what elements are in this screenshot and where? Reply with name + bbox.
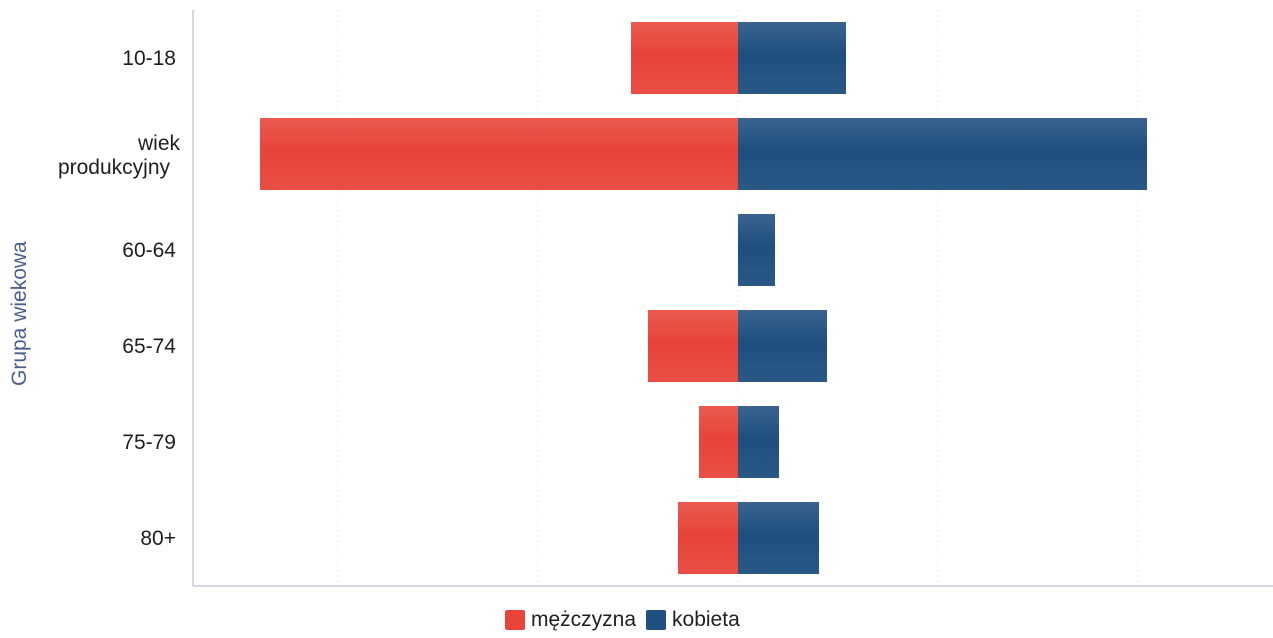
bar-kobieta-5: [738, 502, 819, 574]
bar-mezczyzna-1: [260, 118, 738, 190]
y-axis-title: Grupa wiekowa: [8, 241, 31, 386]
bar-mezczyzna-4: [699, 406, 738, 478]
y-tick-label: 80+: [140, 527, 176, 550]
bar-mezczyzna-0: [631, 22, 738, 94]
y-tick-label: 10-18: [122, 47, 176, 70]
bar-kobieta-3: [738, 310, 827, 382]
legend-item-kobieta: kobieta: [646, 608, 740, 632]
legend-label-kobieta: kobieta: [672, 608, 740, 631]
legend-swatch-mezczyzna: [505, 610, 525, 630]
bar-kobieta-0: [738, 22, 846, 94]
y-tick-label: 65-74: [122, 335, 176, 358]
legend: mężczyzna kobieta: [505, 608, 740, 632]
legend-swatch-kobieta: [646, 610, 667, 630]
bar-kobieta-2: [738, 214, 775, 286]
bar-kobieta-1: [738, 118, 1147, 190]
y-tick-label: 75-79: [122, 431, 176, 454]
y-tick-label: wiek produkcyjny: [58, 132, 181, 179]
bar-mezczyzna-3: [648, 310, 738, 382]
legend-label-mezczyzna: mężczyzna: [531, 608, 637, 631]
bar-mezczyzna-5: [678, 502, 738, 574]
bar-kobieta-4: [738, 406, 779, 478]
y-tick-label: 60-64: [122, 239, 176, 262]
legend-item-mezczyzna: mężczyzna: [505, 608, 636, 632]
